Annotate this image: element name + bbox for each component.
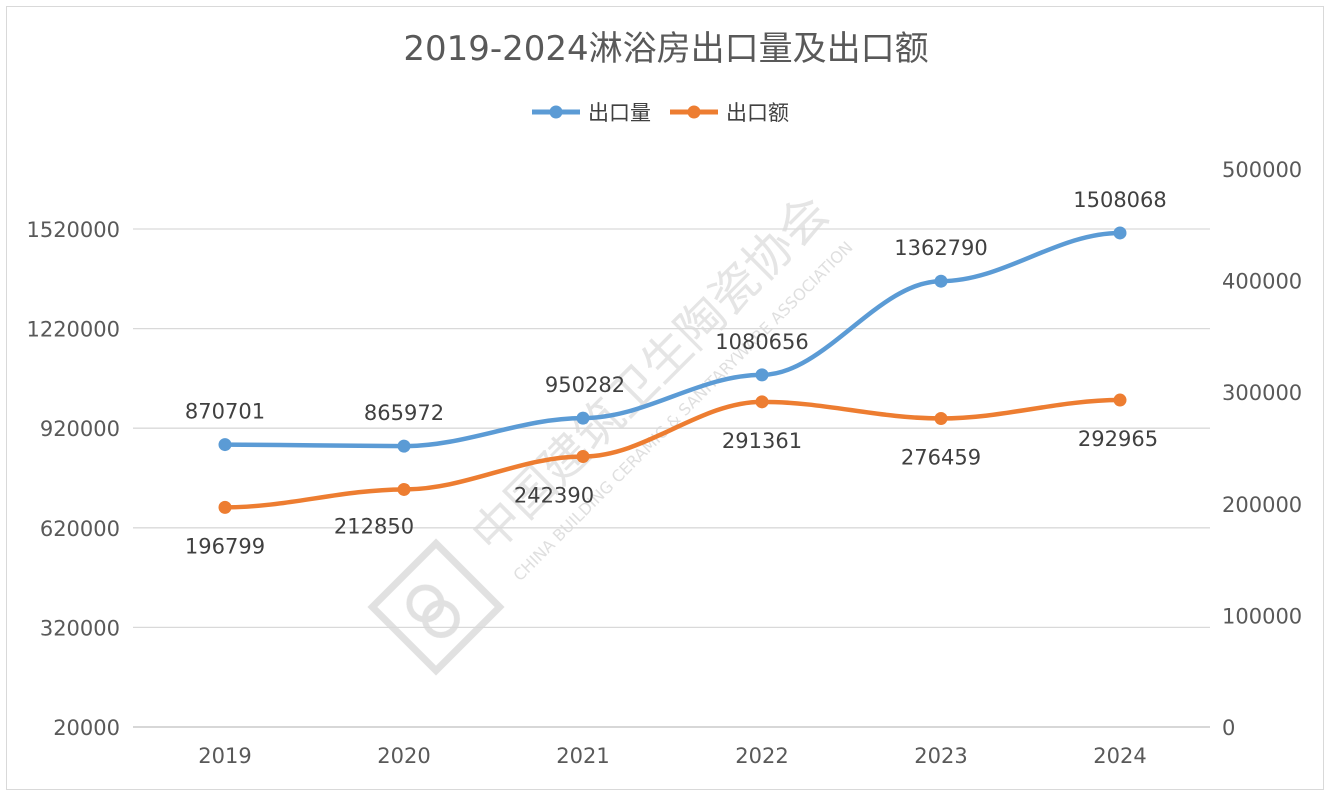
data-point (218, 500, 232, 514)
x-tick-label: 2021 (556, 744, 609, 768)
y-right-tick-label: 500000 (1222, 158, 1302, 182)
data-label: 1508068 (1073, 188, 1167, 212)
y-left-tick-label: 620000 (40, 517, 120, 541)
data-point (218, 438, 232, 452)
legend: 出口量 出口额 (532, 101, 789, 125)
data-label: 291361 (722, 429, 802, 453)
data-label: 242390 (514, 483, 594, 507)
data-point (397, 439, 411, 453)
legend-marker-export-volume (549, 105, 563, 119)
data-point (755, 368, 769, 382)
data-label: 870701 (185, 400, 265, 424)
x-tick-label: 2024 (1093, 744, 1146, 768)
y-axis-right: 0 100000 200000 300000 400000 500000 (1222, 158, 1302, 740)
data-label: 865972 (364, 401, 444, 425)
data-label: 292965 (1078, 427, 1158, 451)
watermark-logo (367, 538, 505, 676)
series-layer (218, 226, 1127, 514)
data-label: 276459 (901, 445, 981, 469)
data-point (934, 274, 948, 288)
y-left-tick-label: 20000 (53, 716, 120, 740)
data-point (1113, 226, 1127, 240)
series-line-0 (222, 230, 1123, 449)
x-tick-label: 2022 (735, 744, 788, 768)
data-labels: 870701 865972 950282 1080656 1362790 1508068 1… (185, 188, 1167, 558)
data-point (576, 411, 590, 425)
data-label: 196799 (185, 534, 265, 558)
x-tick-label: 2020 (377, 744, 430, 768)
y-right-tick-label: 400000 (1222, 270, 1302, 294)
y-right-tick-label: 300000 (1222, 381, 1302, 405)
data-label: 1080656 (715, 330, 809, 354)
legend-marker-export-value (687, 105, 701, 119)
data-point (934, 411, 948, 425)
y-axis-left: 20000 320000 620000 920000 1220000 1520000 (26, 218, 120, 740)
data-point (755, 395, 769, 409)
y-left-tick-label: 320000 (40, 616, 120, 640)
x-axis: 2019 2020 2021 2022 2023 2024 (198, 744, 1146, 768)
y-left-tick-label: 1520000 (26, 218, 120, 242)
chart-title: 2019-2024淋浴房出口量及出口额 (403, 29, 928, 69)
data-point (397, 482, 411, 496)
y-right-tick-label: 100000 (1222, 604, 1302, 628)
data-point (1113, 393, 1127, 407)
x-tick-label: 2019 (198, 744, 251, 768)
data-point (576, 449, 590, 463)
y-right-tick-label: 200000 (1222, 493, 1302, 517)
y-right-tick-label: 0 (1222, 716, 1235, 740)
data-label: 1362790 (894, 236, 988, 260)
x-tick-label: 2023 (914, 744, 967, 768)
series-line-1 (222, 397, 1123, 510)
legend-label-export-value: 出口额 (726, 101, 789, 125)
y-left-tick-label: 1220000 (26, 318, 120, 342)
gridlines (133, 228, 1210, 728)
data-label: 950282 (545, 373, 625, 397)
legend-label-export-volume: 出口量 (588, 101, 651, 125)
y-left-tick-label: 920000 (40, 417, 120, 441)
data-label: 212850 (334, 514, 414, 538)
watermark-en-text: CHINA BUILDING CERAMIC & SANITARYWARE AS… (509, 238, 856, 585)
